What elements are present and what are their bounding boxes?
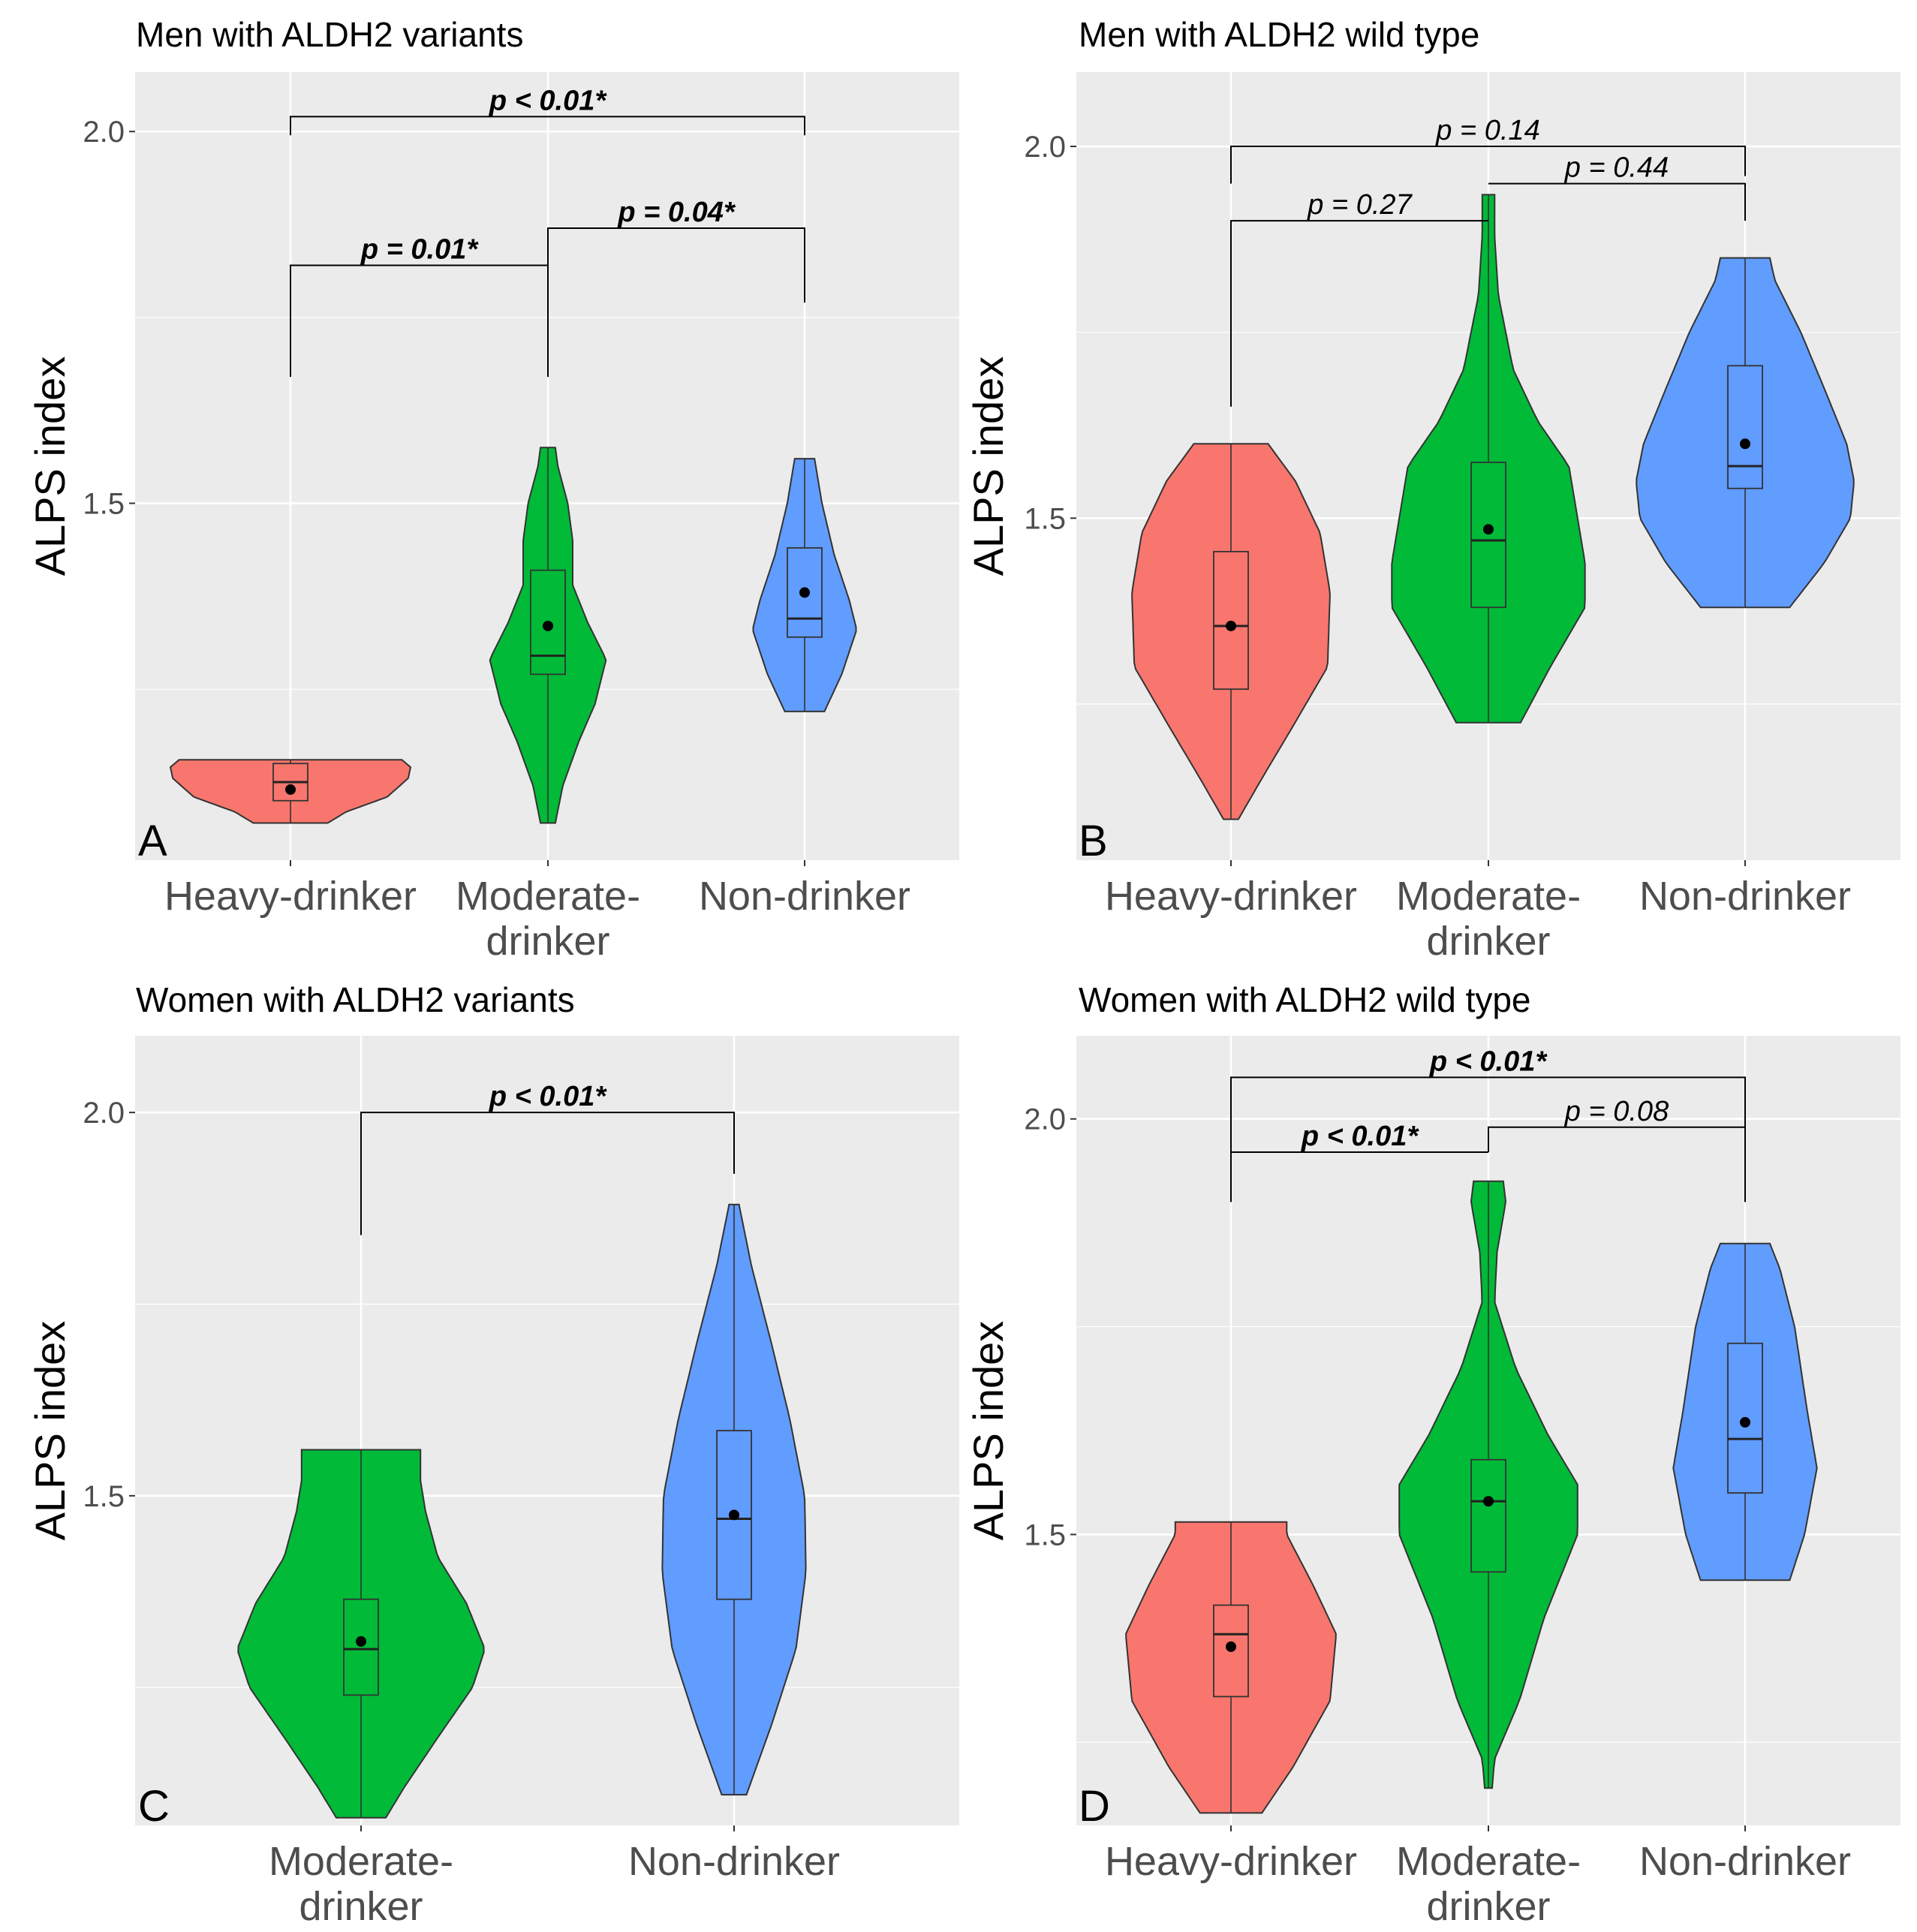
p-value-label: p = 0.14: [1435, 115, 1539, 146]
y-axis-label: ALPS index: [26, 1321, 74, 1541]
bracket-line: [290, 116, 805, 136]
panel-letter: A: [138, 817, 167, 865]
bracket-line: [1230, 220, 1488, 407]
x-category-label: Heavy-drinker: [1105, 874, 1357, 919]
p-value-label: p = 0.27: [1307, 189, 1413, 221]
x-category-label: Heavy-drinker: [1105, 1839, 1357, 1884]
box: [1727, 365, 1763, 489]
mean-point: [1483, 1496, 1494, 1507]
violin-group: [1131, 443, 1331, 820]
y-tick-label: 1.5: [83, 488, 125, 521]
violin-group: [752, 458, 857, 712]
comparison-bracket: p = 0.27: [1230, 189, 1488, 407]
x-category-label: Moderate-: [269, 1839, 453, 1884]
mean-point: [1226, 620, 1236, 631]
x-category-label: Moderate-: [456, 874, 640, 919]
x-category-label: Non-drinker: [699, 874, 910, 919]
y-tick-label: 2.0: [83, 116, 125, 149]
comparison-bracket: p = 0.04*: [547, 197, 805, 378]
panel-C: 1.5 2.0 Women with ALDH2 variants ALPS inde…: [26, 980, 959, 1929]
y-axis-label: ALPS index: [965, 357, 1012, 576]
panel-letter: C: [138, 1782, 170, 1831]
violin-group: [1636, 257, 1855, 609]
violin-group: [489, 447, 607, 824]
y-tick-label: 2.0: [1024, 1103, 1066, 1136]
x-category-label: drinker: [1426, 1884, 1550, 1929]
y-tick-label: 1.5: [83, 1480, 125, 1513]
x-category-label: Non-drinker: [1639, 1839, 1851, 1884]
y-tick-label: 1.5: [1024, 502, 1066, 535]
mean-point: [1226, 1641, 1236, 1652]
panel-letter: D: [1079, 1782, 1110, 1831]
bracket-line: [1488, 182, 1746, 221]
y-tick-label: 2.0: [83, 1097, 125, 1130]
p-value-label: p = 0.44: [1564, 152, 1669, 184]
x-category-label: Heavy-drinker: [164, 874, 417, 919]
comparison-bracket: p = 0.14: [1230, 115, 1746, 184]
box: [1470, 462, 1506, 609]
p-value-label: p < 0.01*: [1301, 1121, 1419, 1152]
y-tick-label: 1.5: [1024, 1518, 1066, 1551]
p-value-label: p < 0.01*: [489, 85, 607, 116]
bracket-line: [547, 227, 805, 378]
panel-title: Women with ALDH2 wild type: [1079, 980, 1531, 1019]
bracket-line: [360, 1112, 735, 1235]
panel-letter: B: [1079, 817, 1108, 865]
comparison-bracket: p < 0.01*: [290, 85, 805, 136]
box: [1213, 551, 1249, 691]
panel-title: Men with ALDH2 wild type: [1079, 15, 1479, 54]
x-category-label: Non-drinker: [628, 1839, 840, 1884]
mean-point: [799, 587, 810, 598]
violin-group: [1125, 1521, 1337, 1814]
x-category-label: Moderate-: [1396, 1839, 1581, 1884]
p-value-label: p < 0.01*: [1429, 1046, 1548, 1077]
box: [1470, 1458, 1506, 1573]
p-value-label: p = 0.04*: [617, 197, 736, 228]
panel-background: [135, 1036, 959, 1825]
bracket-line: [1230, 146, 1746, 184]
comparison-bracket: p < 0.01*: [1230, 1046, 1746, 1202]
box: [716, 1430, 752, 1600]
panel-D: 1.5 2.0 Women with ALDH2 wild type ALPS ind…: [965, 980, 1900, 1929]
mean-point: [729, 1509, 739, 1521]
comparison-bracket: p = 0.44: [1488, 152, 1746, 221]
mean-point: [1740, 438, 1750, 450]
bracket-line: [1230, 1076, 1746, 1202]
mean-point: [356, 1636, 366, 1647]
box: [343, 1598, 379, 1696]
mean-point: [1740, 1416, 1750, 1428]
x-category-label: drinker: [486, 919, 609, 964]
violin-group: [1398, 1180, 1578, 1789]
violin-group: [169, 759, 412, 824]
violin-group: [1391, 194, 1586, 724]
violin-group: [1672, 1242, 1818, 1581]
mean-point: [1483, 524, 1494, 535]
panel-title: Men with ALDH2 variants: [136, 15, 523, 54]
panel-title: Women with ALDH2 variants: [136, 980, 575, 1019]
x-category-label: Moderate-: [1396, 874, 1581, 919]
panel-B: 1.5 2.0 Men with ALDH2 wild type ALPS index…: [965, 15, 1900, 964]
x-category-label: Non-drinker: [1639, 874, 1851, 919]
p-value-label: p < 0.01*: [489, 1081, 607, 1112]
p-value-label: p = 0.01*: [360, 234, 479, 266]
y-axis-label: ALPS index: [965, 1321, 1012, 1541]
x-category-label: drinker: [1426, 919, 1550, 964]
violin-group: [237, 1449, 485, 1819]
violin-group: [661, 1203, 807, 1796]
x-category-label: drinker: [299, 1884, 423, 1929]
comparison-bracket: p < 0.01*: [360, 1081, 735, 1235]
mean-point: [543, 620, 553, 631]
y-axis-label: ALPS index: [26, 357, 74, 576]
mean-point: [285, 784, 296, 795]
y-tick-label: 2.0: [1024, 131, 1066, 164]
panel-A: 1.5 2.0 Men with ALDH2 variants ALPS index H…: [26, 15, 959, 964]
p-value-label: p = 0.08: [1564, 1096, 1669, 1127]
